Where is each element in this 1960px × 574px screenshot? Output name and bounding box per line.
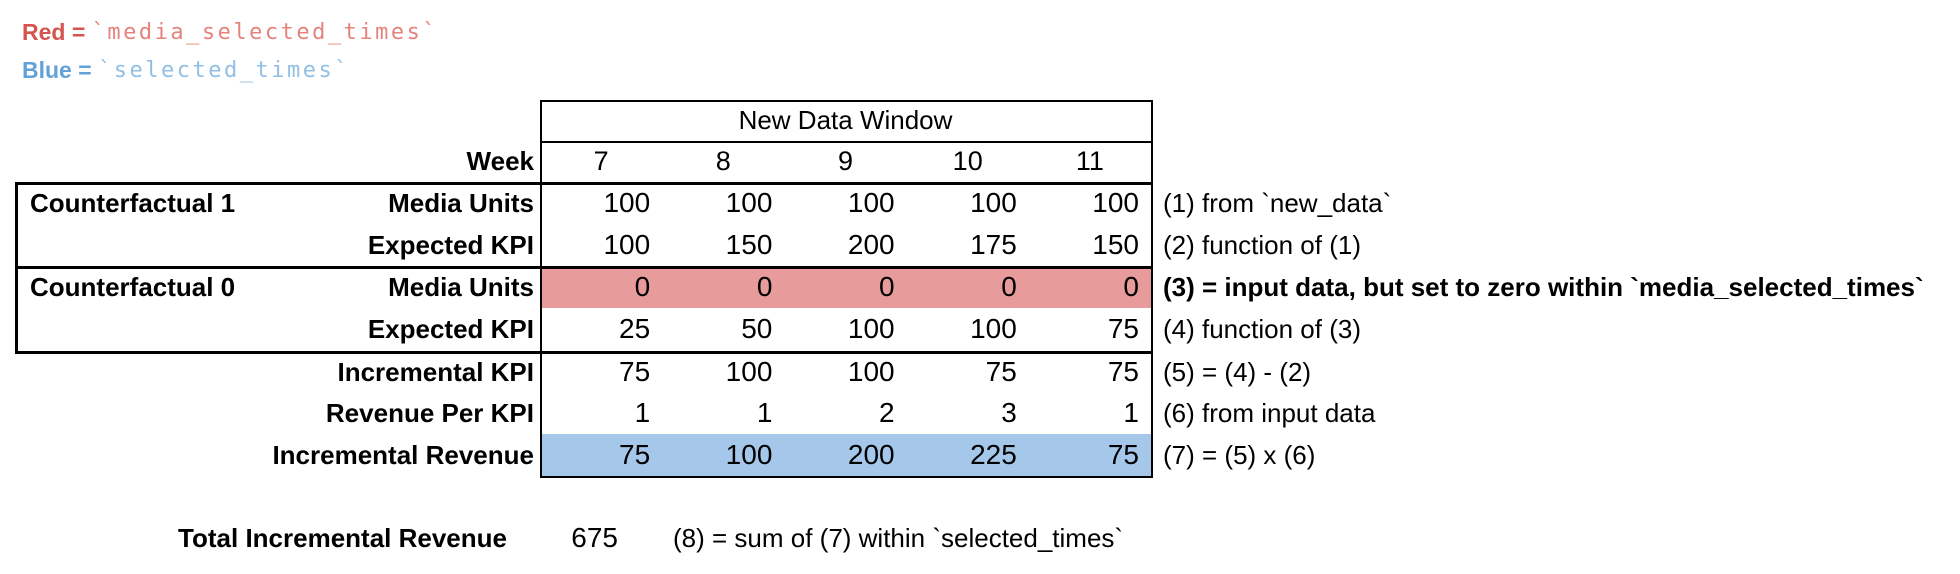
table-row-highlight-red: 0 0 0 0 0 — [540, 266, 1151, 308]
table-cell: 100 — [603, 229, 651, 260]
table-row: 75 100 100 75 75 — [540, 351, 1151, 393]
legend-blue-line: Blue = `selected_times` — [22, 54, 350, 86]
row-label: Expected KPI — [367, 229, 534, 260]
table-border-line — [540, 100, 542, 478]
table-cell: 25 — [619, 313, 651, 344]
week-header-cell: 8 — [715, 146, 731, 176]
table-cell: 75 — [1107, 356, 1139, 387]
table-cell: 150 — [1092, 229, 1139, 260]
table-cell: 2 — [879, 397, 895, 428]
row-annotation: (6) from input data — [1163, 397, 1376, 428]
legend-red-code: `media_selected_times` — [91, 19, 439, 45]
table-cell: 75 — [619, 356, 651, 387]
red-highlight-band — [542, 269, 1151, 308]
table-cell: 200 — [847, 229, 895, 260]
blue-highlight-band — [542, 434, 1151, 476]
week-header-cell: 7 — [593, 146, 609, 176]
total-annotation: (8) = sum of (7) within `selected_times` — [673, 522, 1124, 553]
table-cell: 75 — [619, 439, 651, 470]
table-border-line — [1151, 100, 1153, 478]
table-border-line — [15, 182, 18, 353]
table-cell: 1 — [634, 397, 651, 428]
total-label: Total Incremental Revenue — [178, 522, 507, 553]
table-cell: 0 — [756, 271, 773, 302]
table-row: 1 1 2 3 1 — [540, 392, 1151, 434]
table-cell: 0 — [1001, 271, 1017, 302]
table-cell: 0 — [879, 271, 895, 302]
legend-red-label: Red = — [22, 18, 92, 45]
table-cell: 100 — [847, 356, 895, 387]
table-row: 25 50 100 100 75 — [540, 308, 1151, 350]
table-cell: 175 — [970, 229, 1017, 260]
table-cell: 150 — [725, 229, 773, 260]
row-label: Media Units — [388, 271, 534, 302]
table-border-line — [15, 182, 1153, 185]
table-title-cell: New Data Window — [738, 105, 953, 135]
table-cell: 100 — [725, 356, 773, 387]
table-cell: 0 — [634, 271, 651, 302]
row-label: Expected KPI — [367, 313, 534, 344]
week-header-cell: 11 — [1075, 146, 1104, 176]
table-cell: 100 — [970, 313, 1017, 344]
table-cell: 100 — [847, 313, 895, 344]
week-header-row: 7 8 9 10 11 — [540, 141, 1151, 182]
row-label: Incremental KPI — [337, 356, 534, 387]
row-annotation: (5) = (4) - (2) — [1163, 356, 1312, 387]
table-cell: 100 — [603, 187, 651, 218]
table-border-line — [540, 100, 1153, 102]
week-header-cell: 9 — [837, 146, 853, 176]
row-annotation: (7) = (5) x (6) — [1163, 439, 1316, 470]
table-cell: 100 — [725, 439, 773, 470]
table-row: 100 150 200 175 150 — [540, 224, 1151, 266]
group-label-counterfactual-1: Counterfactual 1 — [30, 187, 236, 218]
row-label: Incremental Revenue — [272, 439, 534, 470]
row-annotation: (4) function of (3) — [1163, 313, 1361, 344]
legend-red-line: Red = `media_selected_times` — [22, 16, 438, 48]
table-cell: 50 — [741, 313, 773, 344]
table-cell: 75 — [1107, 439, 1139, 470]
table-border-line — [15, 351, 1153, 354]
row-annotation: (1) from `new_data` — [1163, 187, 1392, 218]
table-border-line — [15, 266, 1153, 269]
row-label: Revenue Per KPI — [325, 397, 534, 428]
week-label: Week — [466, 146, 534, 176]
table-cell: 100 — [847, 187, 895, 218]
legend-blue-code: `selected_times` — [98, 57, 350, 83]
row-label: Media Units — [388, 187, 534, 218]
table-row-highlight-blue: 75 100 200 225 75 — [540, 434, 1151, 476]
table-cell: 100 — [970, 187, 1017, 218]
table-cell: 75 — [985, 356, 1017, 387]
table-border-line — [540, 141, 1153, 143]
table-cell: 1 — [1123, 397, 1139, 428]
table-border-line — [540, 476, 1153, 478]
table-cell: 75 — [1107, 313, 1139, 344]
table-cell: 1 — [756, 397, 773, 428]
table-cell: 225 — [970, 439, 1017, 470]
table-cell: 100 — [1092, 187, 1139, 218]
table-cell: 3 — [1001, 397, 1017, 428]
total-value: 675 — [571, 522, 618, 553]
table-cell: 200 — [847, 439, 895, 470]
week-header-cell: 10 — [952, 146, 983, 176]
table-row: 100 100 100 100 100 — [540, 182, 1151, 224]
legend-blue-label: Blue = — [22, 56, 99, 83]
table-cell: 0 — [1123, 271, 1139, 302]
row-annotation: (3) = input data, but set to zero within… — [1163, 271, 1924, 302]
table-cell: 100 — [725, 187, 773, 218]
group-label-counterfactual-0: Counterfactual 0 — [30, 271, 236, 302]
row-annotation: (2) function of (1) — [1163, 229, 1361, 260]
